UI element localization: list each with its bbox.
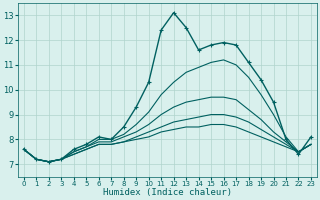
X-axis label: Humidex (Indice chaleur): Humidex (Indice chaleur) bbox=[103, 188, 232, 197]
